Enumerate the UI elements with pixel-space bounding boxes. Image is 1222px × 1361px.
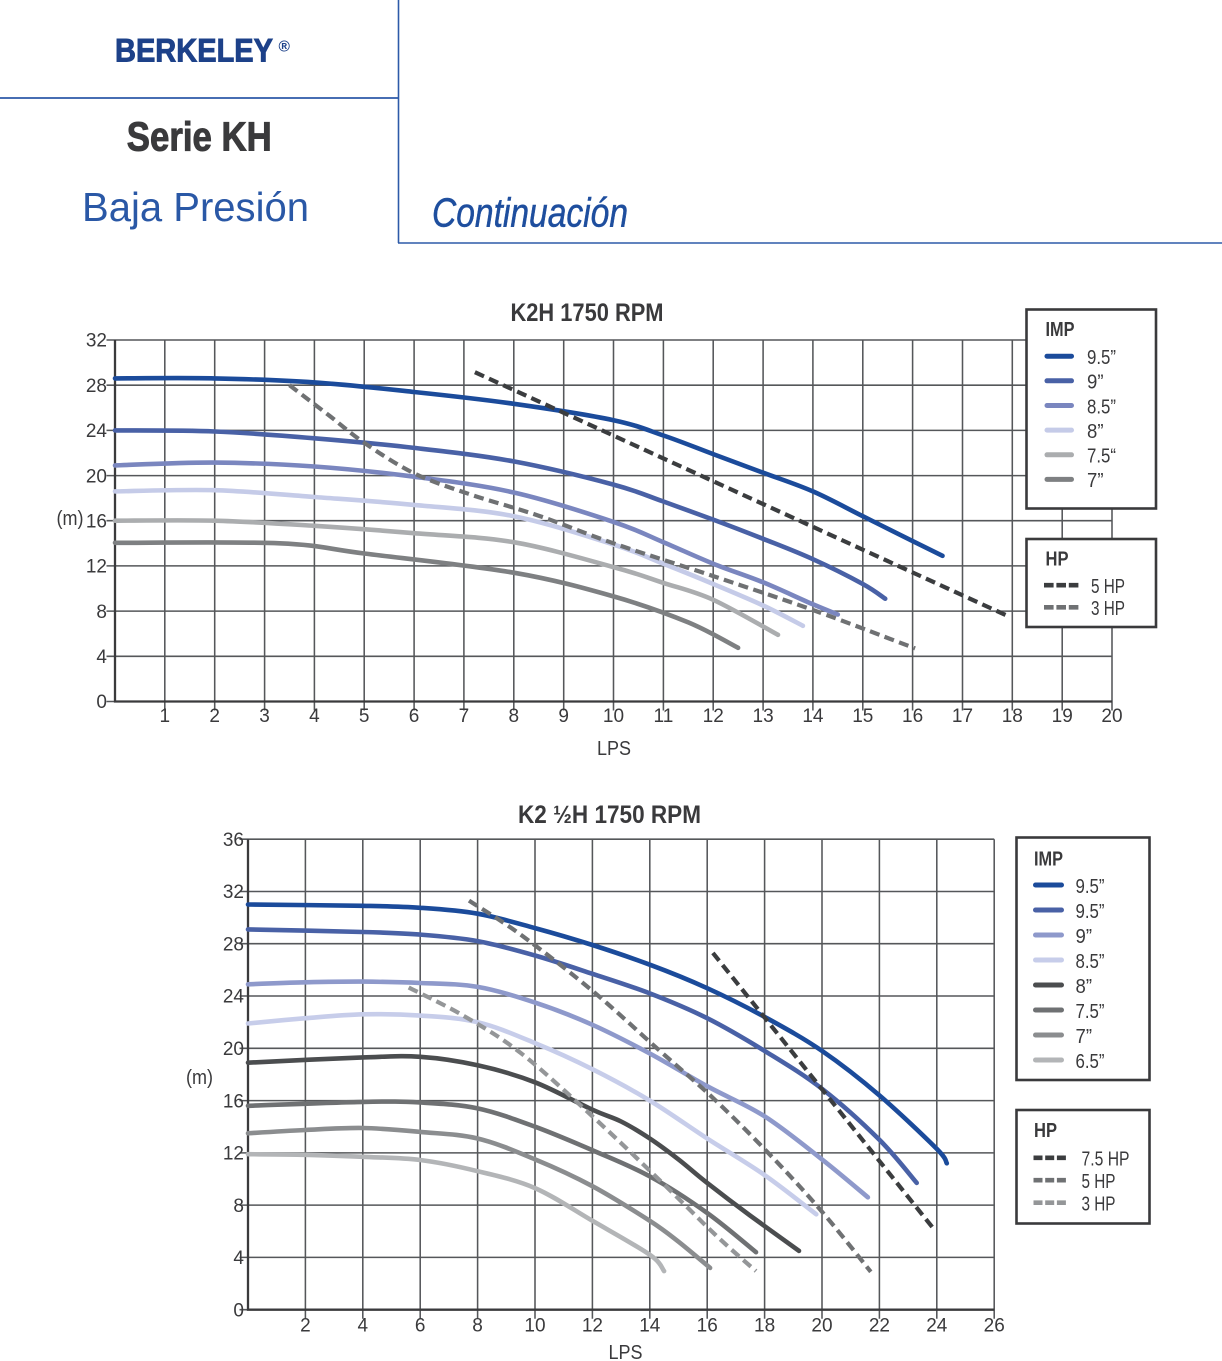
svg-text:7.5“: 7.5“: [1087, 445, 1116, 468]
svg-text:36: 36: [223, 830, 244, 851]
svg-text:13: 13: [753, 706, 774, 727]
svg-text:8”: 8”: [1076, 975, 1093, 998]
svg-text:18: 18: [754, 1316, 775, 1337]
svg-text:14: 14: [639, 1316, 661, 1337]
svg-text:4: 4: [309, 706, 320, 727]
svg-text:0: 0: [233, 1300, 244, 1321]
svg-text:16: 16: [223, 1091, 244, 1112]
svg-text:10: 10: [524, 1316, 545, 1337]
svg-text:9.5”: 9.5”: [1076, 900, 1105, 923]
svg-text:Baja Presión: Baja Presión: [82, 184, 309, 230]
svg-text:8: 8: [509, 706, 520, 727]
svg-text:16: 16: [86, 511, 107, 532]
svg-text:20: 20: [811, 1316, 832, 1337]
svg-text:5 HP: 5 HP: [1091, 575, 1125, 598]
svg-text:7: 7: [459, 706, 470, 727]
svg-text:4: 4: [233, 1248, 244, 1269]
svg-text:BERKELEY: BERKELEY: [115, 33, 273, 69]
svg-text:32: 32: [223, 882, 244, 903]
svg-text:0: 0: [96, 692, 107, 713]
svg-text:10: 10: [603, 706, 624, 727]
svg-text:5 HP: 5 HP: [1082, 1170, 1116, 1193]
svg-text:26: 26: [984, 1316, 1005, 1337]
svg-text:6: 6: [415, 1316, 426, 1337]
svg-text:8: 8: [472, 1316, 483, 1337]
svg-text:2: 2: [300, 1316, 311, 1337]
svg-text:8: 8: [233, 1196, 244, 1217]
svg-text:24: 24: [926, 1316, 948, 1337]
svg-text:HP: HP: [1046, 549, 1069, 571]
svg-text:7.5”: 7.5”: [1076, 1000, 1105, 1023]
svg-text:7”: 7”: [1076, 1025, 1093, 1048]
svg-text:6.5”: 6.5”: [1076, 1050, 1105, 1073]
svg-text:7.5 HP: 7.5 HP: [1082, 1148, 1130, 1171]
svg-text:20: 20: [86, 466, 107, 487]
svg-text:9”: 9”: [1087, 371, 1104, 394]
svg-text:3: 3: [259, 706, 270, 727]
svg-text:K2H 1750 RPM: K2H 1750 RPM: [511, 299, 664, 327]
svg-text:11: 11: [654, 706, 674, 727]
svg-text:(m): (m): [186, 1067, 213, 1089]
svg-text:12: 12: [582, 1316, 603, 1337]
svg-text:®: ®: [279, 39, 291, 56]
svg-text:9”: 9”: [1076, 925, 1093, 948]
svg-text:IMP: IMP: [1034, 849, 1063, 871]
svg-text:3 HP: 3 HP: [1082, 1193, 1116, 1216]
svg-text:7”: 7”: [1087, 469, 1104, 492]
svg-text:(m): (m): [57, 508, 84, 530]
svg-text:LPS: LPS: [597, 738, 631, 760]
svg-text:LPS: LPS: [609, 1342, 643, 1361]
svg-text:12: 12: [86, 557, 107, 578]
svg-text:20: 20: [1101, 706, 1122, 727]
svg-text:8”: 8”: [1087, 420, 1104, 443]
svg-text:6: 6: [409, 706, 420, 727]
svg-text:9.5”: 9.5”: [1076, 875, 1105, 898]
svg-text:16: 16: [902, 706, 923, 727]
svg-text:K2 ½H 1750 RPM: K2 ½H 1750 RPM: [518, 801, 701, 829]
svg-text:19: 19: [1052, 706, 1073, 727]
svg-text:12: 12: [223, 1144, 244, 1165]
svg-text:3 HP: 3 HP: [1091, 597, 1125, 620]
svg-text:12: 12: [703, 706, 724, 727]
svg-text:1: 1: [160, 706, 171, 727]
svg-text:IMP: IMP: [1046, 319, 1075, 341]
svg-text:20: 20: [223, 1039, 244, 1060]
svg-text:9.5”: 9.5”: [1087, 346, 1116, 369]
svg-text:24: 24: [86, 421, 108, 442]
svg-text:Serie KH: Serie KH: [127, 114, 272, 160]
svg-text:HP: HP: [1034, 1120, 1057, 1142]
svg-text:8.5”: 8.5”: [1087, 395, 1116, 418]
svg-text:Continuación: Continuación: [432, 190, 628, 236]
svg-text:4: 4: [96, 647, 107, 668]
svg-text:18: 18: [1002, 706, 1023, 727]
svg-text:2: 2: [209, 706, 220, 727]
svg-text:17: 17: [952, 706, 973, 727]
svg-text:24: 24: [223, 987, 245, 1008]
svg-text:22: 22: [869, 1316, 890, 1337]
svg-text:32: 32: [86, 331, 107, 352]
svg-text:28: 28: [86, 376, 107, 397]
svg-text:14: 14: [802, 706, 824, 727]
svg-text:5: 5: [359, 706, 370, 727]
svg-text:8: 8: [96, 602, 107, 623]
svg-text:8.5”: 8.5”: [1076, 950, 1105, 973]
svg-text:15: 15: [852, 706, 873, 727]
svg-text:28: 28: [223, 934, 244, 955]
svg-text:4: 4: [358, 1316, 369, 1337]
svg-text:9: 9: [558, 706, 569, 727]
svg-text:16: 16: [697, 1316, 718, 1337]
